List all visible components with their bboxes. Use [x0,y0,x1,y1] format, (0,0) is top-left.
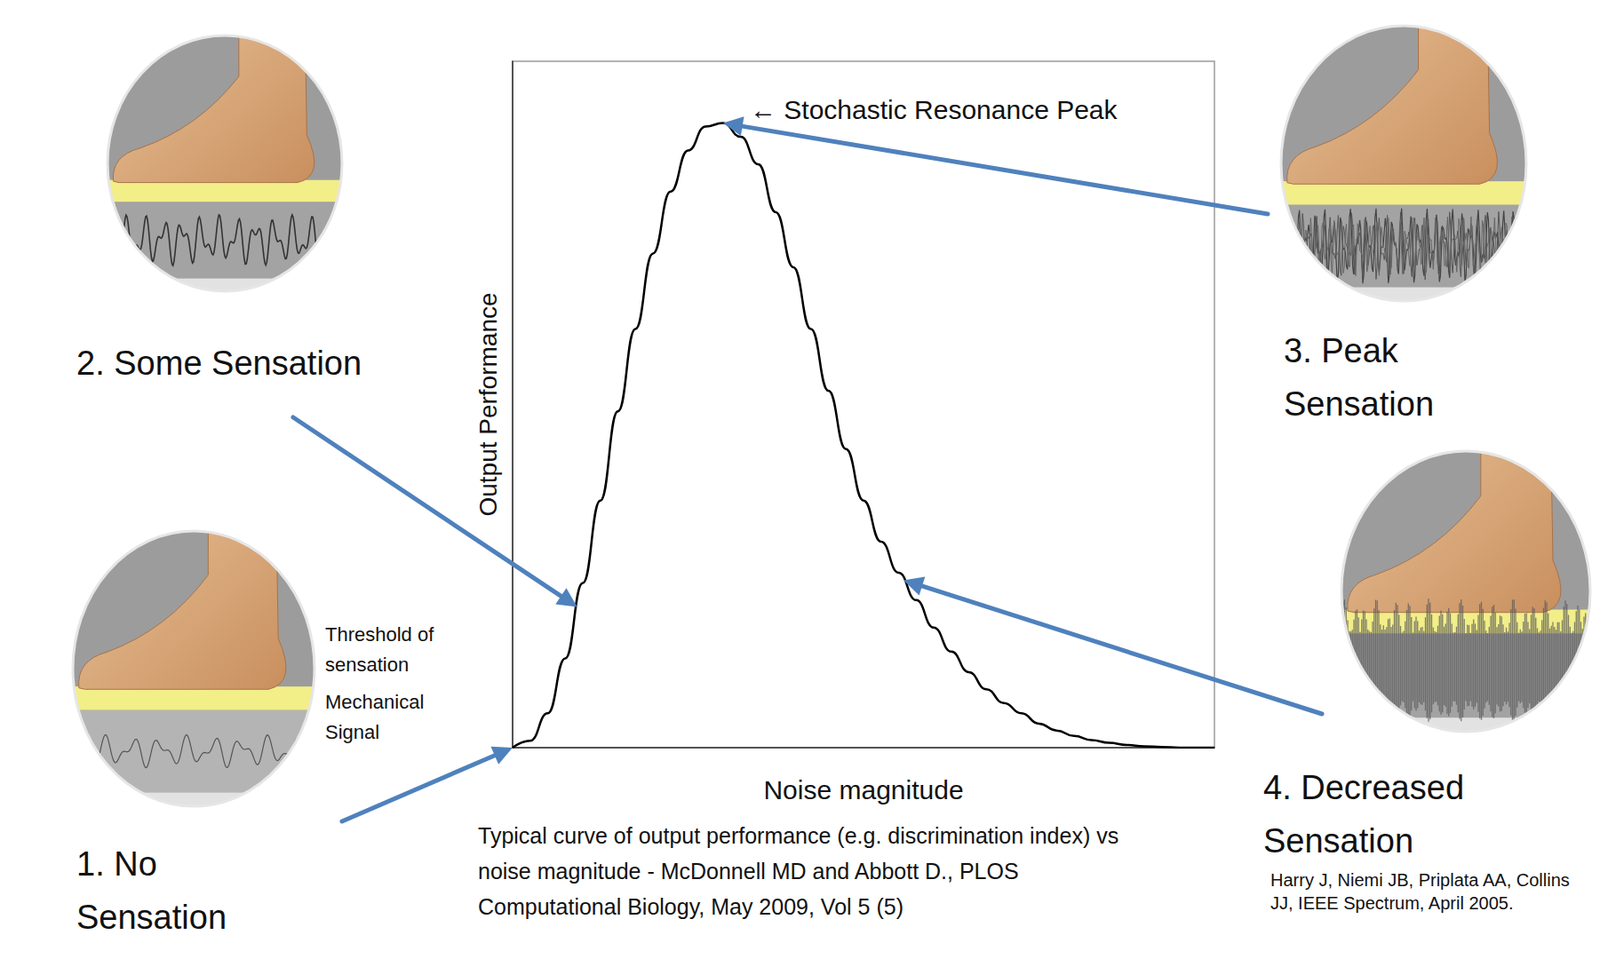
svg-text:Signal: Signal [325,721,380,744]
svg-text:Output Performance: Output Performance [474,292,502,517]
svg-text:Noise magnitude: Noise magnitude [763,775,964,805]
svg-text:Mechanical: Mechanical [325,691,424,714]
svg-text:sensation: sensation [325,653,409,677]
svg-text:Harry J, Niemi JB, Priplata AA: Harry J, Niemi JB, Priplata AA, Collins [1270,870,1570,891]
svg-text:Typical curve of output perfor: Typical curve of output performance (e.g… [477,823,1119,849]
svg-text:Sensation: Sensation [1263,822,1414,860]
svg-text:noise magnitude - McDonnell MD: noise magnitude - McDonnell MD and Abbot… [477,859,1019,884]
svg-text:3. Peak: 3. Peak [1283,332,1400,370]
svg-text:1. No: 1. No [76,845,158,884]
svg-text:Sensation: Sensation [1283,385,1434,423]
svg-text:JJ, IEEE Spectrum, April 2005.: JJ, IEEE Spectrum, April 2005. [1270,893,1513,914]
svg-text:Sensation: Sensation [76,899,227,937]
svg-text:Computational Biology, May 200: Computational Biology, May 2009, Vol 5 (… [477,894,904,920]
svg-text:← Stochastic Resonance Peak: ← Stochastic Resonance Peak [749,95,1119,125]
svg-text:4. Decreased: 4. Decreased [1263,769,1465,807]
svg-text:Threshold of: Threshold of [325,623,435,646]
svg-text:2. Some Sensation: 2. Some Sensation [76,344,362,383]
